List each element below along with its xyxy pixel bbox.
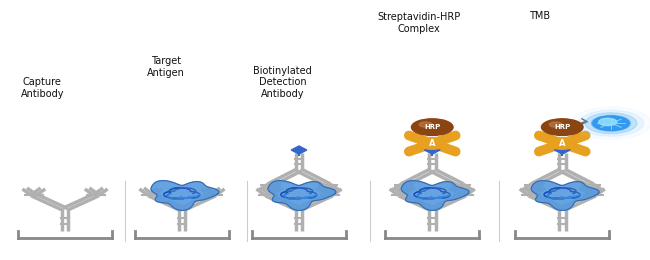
Text: TMB: TMB (529, 11, 550, 21)
Polygon shape (424, 146, 440, 154)
Polygon shape (291, 146, 307, 154)
Circle shape (548, 138, 577, 149)
Text: HRP: HRP (424, 124, 441, 130)
Circle shape (541, 119, 583, 135)
Text: Biotinylated
Detection
Antibody: Biotinylated Detection Antibody (254, 66, 312, 99)
Circle shape (578, 110, 644, 136)
Text: HRP: HRP (554, 124, 571, 130)
Text: A: A (559, 139, 566, 148)
Circle shape (593, 116, 629, 131)
Polygon shape (151, 181, 219, 210)
Circle shape (549, 122, 562, 127)
Circle shape (599, 118, 617, 126)
Text: Capture
Antibody: Capture Antibody (21, 77, 64, 99)
Polygon shape (554, 146, 570, 154)
Text: Target
Antigen: Target Antigen (147, 56, 185, 78)
Polygon shape (268, 181, 336, 210)
Circle shape (585, 113, 637, 134)
Circle shape (418, 138, 447, 149)
Polygon shape (401, 181, 469, 210)
Text: Streptavidin-HRP
Complex: Streptavidin-HRP Complex (378, 12, 461, 34)
Circle shape (419, 122, 432, 127)
Circle shape (592, 115, 630, 131)
Text: A: A (429, 139, 436, 148)
Polygon shape (531, 181, 599, 210)
Circle shape (571, 107, 650, 139)
Circle shape (411, 119, 453, 135)
